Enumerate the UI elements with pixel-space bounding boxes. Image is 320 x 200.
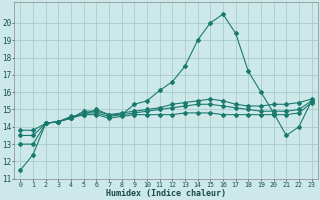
X-axis label: Humidex (Indice chaleur): Humidex (Indice chaleur)	[106, 189, 226, 198]
